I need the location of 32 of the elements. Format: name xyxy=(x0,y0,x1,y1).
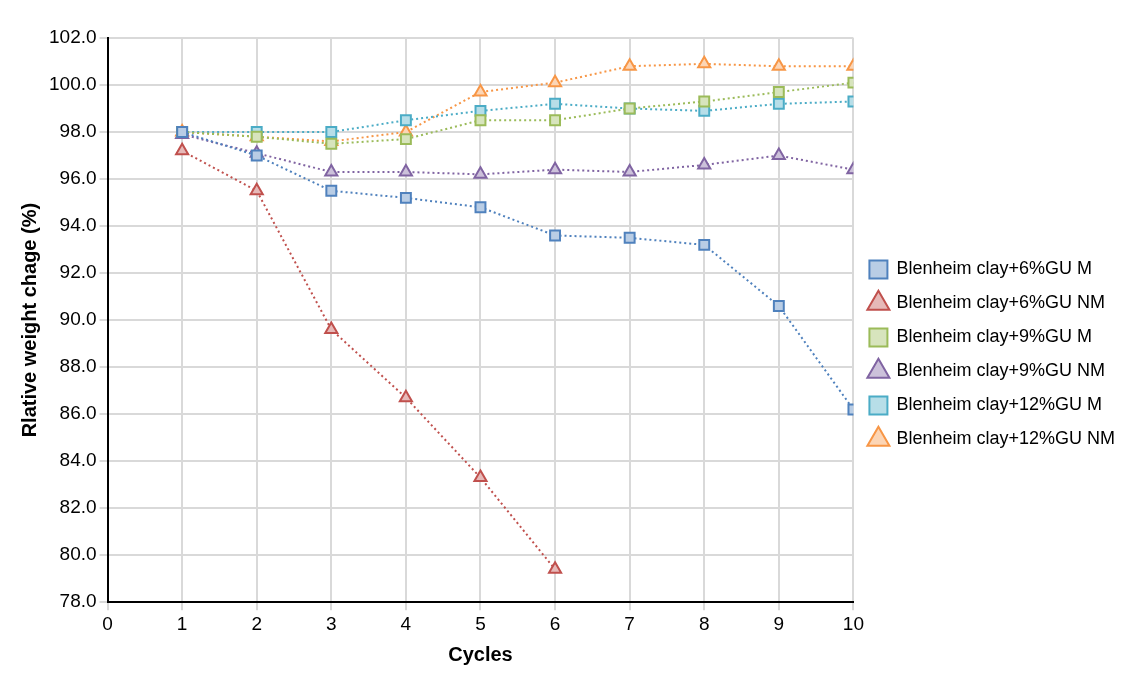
legend-label: Blenheim clay+9%GU NM xyxy=(896,360,1105,381)
y-tick-label: 100.0 xyxy=(49,73,97,95)
y-tick-label: 88.0 xyxy=(59,355,97,377)
x-tick-label: 1 xyxy=(176,612,188,634)
legend-label: Blenheim clay+9%GU M xyxy=(896,326,1092,347)
x-tick-label: 8 xyxy=(698,612,710,634)
x-tick-label: 10 xyxy=(842,612,864,634)
x-tick-label: 7 xyxy=(624,612,635,634)
legend-label: Blenheim clay+12%GU NM xyxy=(896,428,1116,449)
y-tick-label: 96.0 xyxy=(59,167,97,189)
x-tick-label: 5 xyxy=(475,612,486,634)
y-tick-label: 86.0 xyxy=(59,402,97,424)
x-tick-label: 0 xyxy=(102,612,113,634)
x-tick-label: 2 xyxy=(251,612,263,634)
legend-label: Blenheim clay+12%GU M xyxy=(896,394,1103,415)
x-tick-label: 9 xyxy=(773,612,785,634)
y-axis-title: Rlative weight chage (%) xyxy=(17,202,40,438)
x-tick-label: 6 xyxy=(549,612,561,634)
y-tick-label: 78.0 xyxy=(59,590,97,612)
y-tick-label: 92.0 xyxy=(59,261,97,283)
x-tick-label: 4 xyxy=(400,612,412,634)
legend-label: Blenheim clay+6%GU NM xyxy=(896,292,1105,313)
x-axis-title: Cycles xyxy=(448,642,513,665)
y-tick-label: 90.0 xyxy=(59,308,97,330)
y-tick-label: 102.0 xyxy=(49,26,97,48)
y-tick-label: 80.0 xyxy=(59,543,97,565)
y-tick-label: 98.0 xyxy=(59,120,97,142)
legend-label: Blenheim clay+6%GU M xyxy=(896,258,1092,279)
y-tick-label: 84.0 xyxy=(59,449,97,471)
y-tick-label: 82.0 xyxy=(59,496,97,518)
x-tick-label: 3 xyxy=(326,612,337,634)
y-tick-label: 94.0 xyxy=(59,214,97,236)
